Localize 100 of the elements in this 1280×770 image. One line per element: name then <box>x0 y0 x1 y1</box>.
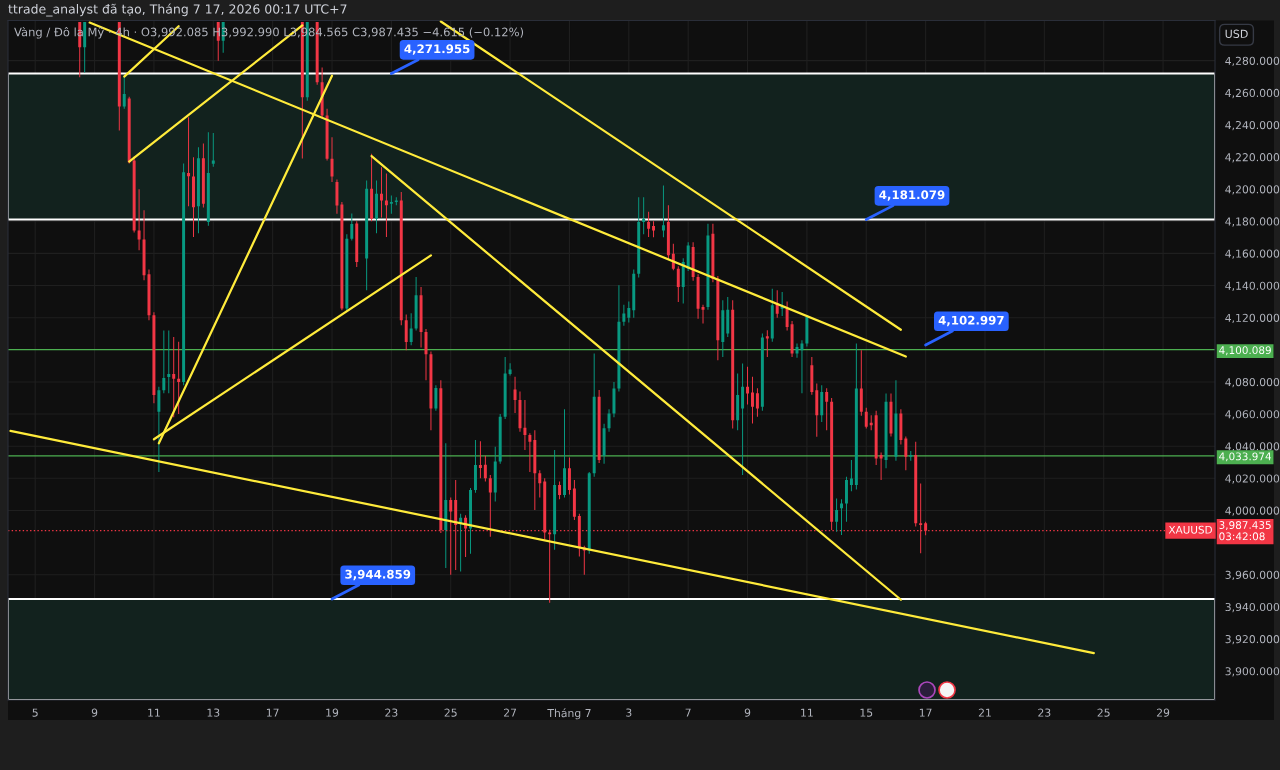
candlestick <box>182 163 186 386</box>
x-tick-label: 5 <box>32 708 38 717</box>
candlestick <box>676 266 680 302</box>
x-tick-label: 29 <box>1156 708 1170 717</box>
ref-line-label: 4,033.974 <box>1219 452 1272 462</box>
candlestick <box>503 356 507 419</box>
candlestick <box>602 423 606 464</box>
candlestick <box>414 277 418 331</box>
candlestick <box>691 242 695 281</box>
candlestick <box>429 351 433 431</box>
candlestick <box>751 376 754 424</box>
candlestick <box>162 330 166 394</box>
candlestick <box>211 132 215 167</box>
candlestick <box>899 409 903 445</box>
candlestick <box>617 285 621 392</box>
y-tick-label: 3,920.000 <box>1225 635 1280 645</box>
candlestick <box>721 300 725 357</box>
annotation: 4,271.955 <box>404 44 470 55</box>
candlestick <box>844 476 848 522</box>
candlestick <box>493 446 497 502</box>
candlestick <box>558 481 562 500</box>
candlestick <box>612 381 616 418</box>
text: XAUUSD <box>1168 525 1212 534</box>
candlestick <box>914 441 918 527</box>
candlestick <box>815 383 819 437</box>
candlestick <box>567 457 571 495</box>
candlestick <box>409 313 413 346</box>
candlestick <box>127 96 131 164</box>
candlestick <box>701 304 705 324</box>
y-tick-label: 3,900.000 <box>1225 667 1280 677</box>
y-tick-label: 3,940.000 <box>1225 602 1280 613</box>
y-tick-label: 4,000.000 <box>1225 506 1280 516</box>
candlestick <box>177 341 181 415</box>
candlestick <box>469 487 472 554</box>
candlestick <box>533 430 537 510</box>
candlestick <box>384 173 388 238</box>
candlestick <box>632 269 636 318</box>
candlestick <box>563 409 566 498</box>
candlestick <box>152 312 156 404</box>
candlestick <box>765 330 769 357</box>
x-tick-label: 27 <box>503 708 517 717</box>
candlestick <box>365 180 369 291</box>
x-tick-label: 7 <box>685 708 691 717</box>
annotation: 4,181.079 <box>879 190 945 201</box>
x-tick-label: Tháng 7 <box>547 708 591 720</box>
candlestick <box>869 415 873 431</box>
candlestick <box>835 498 839 532</box>
candlestick <box>375 180 379 234</box>
candlestick <box>340 202 344 311</box>
candlestick <box>686 242 690 272</box>
annotation: 4,102.997 <box>938 315 1004 327</box>
x-tick-label: 19 <box>326 708 339 717</box>
candlestick <box>404 314 408 351</box>
candlestick <box>523 400 527 451</box>
y-tick-label: 4,220.000 <box>1225 153 1280 163</box>
candlestick <box>652 221 656 238</box>
x-tick-label: 17 <box>266 708 279 717</box>
y-tick-label: 4,140.000 <box>1225 281 1280 291</box>
candlestick <box>647 211 651 238</box>
candlestick <box>444 443 448 569</box>
candlestick <box>434 385 438 411</box>
candlestick <box>696 274 700 319</box>
candlestick <box>206 132 210 226</box>
y-tick-label: 4,120.000 <box>1225 313 1280 324</box>
x-tick-label: 23 <box>385 708 398 717</box>
candlestick <box>370 153 374 222</box>
candlestick <box>884 393 888 469</box>
x-tick-label: 15 <box>860 708 873 717</box>
candlestick <box>478 441 482 479</box>
candlestick <box>800 340 804 394</box>
candlestick <box>498 414 502 464</box>
x-tick-label: 11 <box>148 708 160 717</box>
candlestick <box>325 108 329 161</box>
candlestick <box>825 388 829 431</box>
candlestick <box>548 529 552 603</box>
candlestick <box>741 363 745 476</box>
candlestick <box>473 440 477 493</box>
candlestick <box>622 304 626 326</box>
y-tick-label: 4,280.000 <box>1225 56 1280 67</box>
x-tick-label: 23 <box>1038 708 1051 717</box>
candlestick <box>389 195 393 214</box>
candlestick <box>879 452 883 481</box>
candlestick <box>810 356 814 395</box>
candlestick <box>335 179 339 214</box>
candlestick <box>864 407 868 429</box>
y-tick-label: 4,160.000 <box>1225 249 1280 259</box>
candlestick <box>711 223 715 283</box>
y-tick-label: 4,260.000 <box>1225 88 1280 99</box>
x-tick-label: 9 <box>744 708 751 717</box>
candlestick <box>894 380 898 461</box>
candlestick <box>592 353 596 477</box>
candlestick <box>805 315 809 347</box>
candlestick <box>167 330 171 394</box>
x-tick-label: 13 <box>207 708 220 717</box>
candlestick <box>137 189 141 251</box>
candlestick <box>909 451 913 461</box>
candlestick <box>627 301 631 323</box>
candlestick <box>508 363 512 376</box>
candlestick <box>642 197 646 235</box>
x-tick-label: 3 <box>626 708 632 717</box>
